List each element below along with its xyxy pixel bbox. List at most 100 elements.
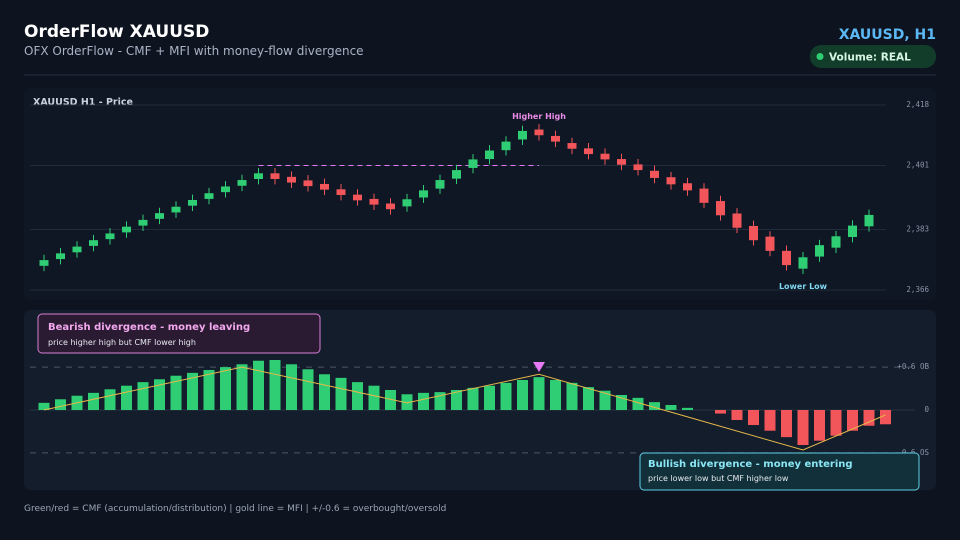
candle-body	[864, 214, 874, 227]
y-tick-label: 2,401	[906, 160, 929, 169]
candle-body	[848, 225, 857, 237]
cmf-bar	[55, 399, 66, 410]
cmf-bar	[665, 405, 677, 410]
candle-body	[765, 236, 775, 251]
cmf-bar	[748, 410, 759, 425]
candle-body	[551, 135, 560, 142]
cmf-bar	[847, 410, 858, 431]
price-panel	[24, 88, 936, 300]
candle-body	[204, 193, 214, 199]
y-tick-label: 2,418	[906, 100, 929, 109]
page-subtitle: OFX OrderFlow - CMF + MFI with money-flo…	[24, 44, 364, 58]
candle-body	[72, 246, 82, 253]
cmf-bar	[566, 382, 578, 410]
cmf-bar	[154, 379, 165, 410]
candle-body	[584, 148, 593, 155]
candle-body	[419, 190, 428, 198]
bullish-text: price lower low but CMF higher low	[648, 474, 789, 483]
price-chart: 2,366 2,383 2,401 2,418 Higher High Lower Low	[30, 100, 929, 294]
candle-body	[303, 180, 313, 187]
candle-body	[518, 130, 527, 140]
cmf-bar	[715, 410, 726, 414]
candle-body	[386, 203, 395, 210]
candle-body	[831, 236, 841, 248]
y-tick-label: +0.6 OB	[897, 362, 929, 371]
candle-body	[749, 225, 758, 241]
cmf-bar	[517, 380, 528, 410]
candle-body	[89, 240, 98, 246]
volume-badge	[810, 45, 936, 68]
candle-body	[155, 213, 164, 219]
cmf-bar	[814, 410, 825, 441]
candle-body	[633, 164, 643, 171]
cmf-bar	[797, 410, 809, 445]
candle-body	[188, 199, 197, 206]
candle-body	[452, 170, 461, 179]
candle-body	[287, 176, 296, 183]
cmf-bar	[121, 385, 132, 410]
badge-text: Volume: REAL	[829, 52, 911, 64]
cmf-bar	[863, 410, 875, 426]
candle-body	[617, 159, 626, 165]
cmf-bar	[385, 390, 396, 410]
cmf-bar	[418, 392, 429, 410]
candle-body	[815, 245, 824, 257]
bearish-box	[37, 313, 321, 354]
candle-body	[468, 159, 478, 168]
candle-body	[221, 186, 230, 193]
bearish-title: Bearish divergence - money leaving	[48, 322, 250, 333]
higher-high-label: Higher High	[512, 112, 566, 121]
cmf-bar	[682, 407, 693, 410]
cmf-bar	[484, 385, 495, 410]
candle-body	[699, 188, 709, 203]
candle-body	[254, 173, 263, 179]
divergence-marker	[533, 362, 545, 372]
cmf-bar	[616, 395, 627, 410]
bullish-box	[639, 452, 920, 491]
candle-body	[320, 183, 329, 190]
candle-body	[798, 257, 808, 269]
cmf-bar	[649, 402, 660, 410]
candle-body	[353, 194, 362, 201]
candle-body	[732, 213, 742, 228]
cmf-bar	[38, 402, 50, 410]
cmf-bar	[533, 377, 545, 410]
candle-body	[435, 180, 445, 189]
y-tick-label: 0	[924, 405, 929, 414]
cmf-bar	[467, 387, 479, 410]
cmf-bar	[286, 364, 297, 410]
candle-body	[237, 180, 247, 186]
candle-body	[56, 253, 65, 260]
cmf-bar	[764, 410, 776, 431]
page-title: OrderFlow XAUUSD	[24, 22, 209, 42]
cmf-bar	[302, 369, 314, 410]
badge-dot	[816, 53, 824, 60]
cmf-bar	[781, 410, 792, 438]
lower-low-label: Lower Low	[779, 282, 828, 291]
y-tick-label: 2,366	[906, 285, 929, 294]
y-tick-label: -0.6 OS	[897, 448, 929, 457]
candle-body	[270, 173, 280, 179]
candle-body	[501, 141, 511, 151]
cmf-bar	[599, 390, 611, 410]
mfi-line	[43, 366, 886, 451]
annotations: Bearish divergence - money leaving price…	[37, 313, 920, 491]
candle-body	[683, 183, 692, 191]
price-panel-title: XAUUSD H1 - Price	[33, 97, 133, 108]
cmf-bar	[170, 375, 182, 410]
cmf-bar	[880, 410, 891, 425]
cmf-bar	[236, 364, 248, 410]
cmf-bar	[368, 385, 380, 410]
cmf-bar	[583, 387, 594, 410]
cmf-bar	[731, 410, 743, 420]
candle-body	[39, 260, 49, 266]
cmf-bar	[335, 377, 347, 410]
candle-body	[122, 226, 131, 233]
cmf-bar	[253, 360, 264, 410]
cmf-bar	[451, 390, 462, 410]
candle-body	[782, 250, 791, 266]
bullish-title: Bullish divergence - money entering	[648, 459, 853, 470]
candle-body	[567, 143, 577, 149]
